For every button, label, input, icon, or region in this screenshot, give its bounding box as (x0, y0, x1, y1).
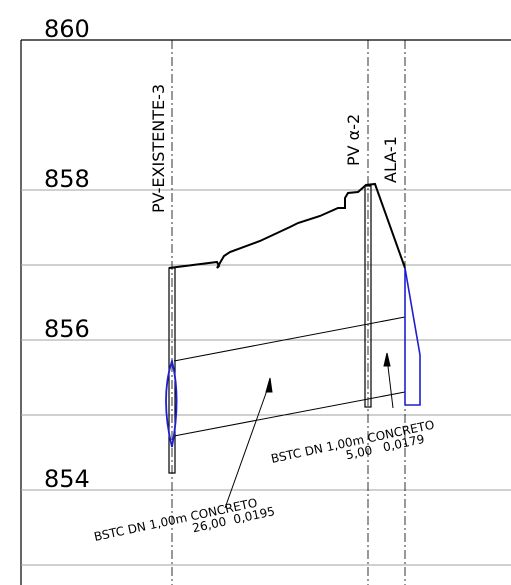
elevation-label-858: 858 (44, 165, 90, 193)
annotation-leaders (224, 352, 394, 509)
pipe-annotation-left: BSTC DN 1,00m CONCRETO 26,00 0,0195 (93, 496, 276, 544)
leader-left-arrowhead (265, 377, 273, 393)
terrain-profile-line (168, 182, 406, 269)
elevation-label-854: 854 (44, 465, 90, 493)
leader-left (224, 381, 271, 509)
structure-label-ala: ALA-1 (381, 136, 400, 183)
drawing-frame (20, 39, 511, 585)
outlet-channel (404, 267, 421, 406)
pipe-crown (173, 316, 406, 362)
pipe-left-length: 26,00 (191, 514, 228, 535)
pipe-section-pv-existente (165, 357, 178, 448)
structure-label-pv-existente: PV-EXISTENTE-3 (149, 84, 168, 213)
elevation-gridlines (21, 189, 511, 566)
pipe-right-length: 5,00 (345, 443, 374, 462)
structure-centerlines (171, 40, 406, 585)
elevation-label-860: 860 (44, 15, 90, 43)
structure-label-pv-alpha: PV α-2 (344, 114, 363, 166)
manhole-pv-alpha (364, 185, 372, 408)
leader-right-arrowhead (383, 352, 391, 367)
pipe-invert (173, 391, 406, 437)
pipe-segment (173, 316, 406, 437)
elevation-label-856: 856 (44, 315, 90, 343)
pipe-annotation-right: BSTC DN 1,00m CONCRETO 5,00 0,0179 (270, 418, 436, 466)
